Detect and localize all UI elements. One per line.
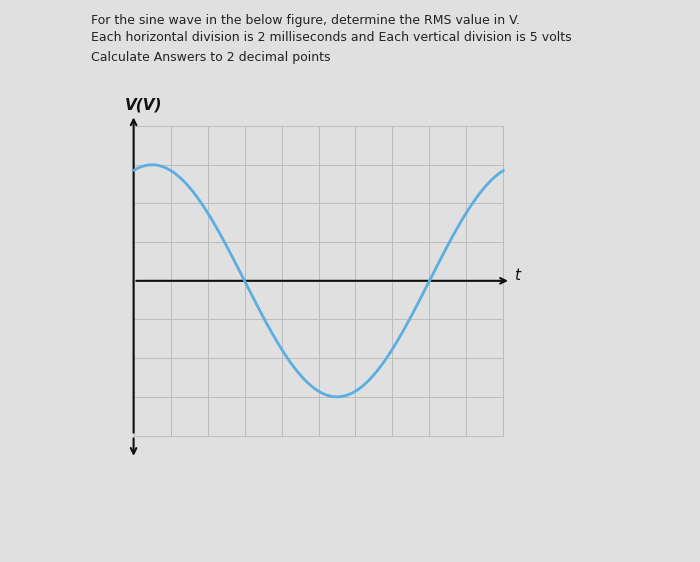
Text: V(V): V(V) [125,98,162,112]
Text: Each horizontal division is 2 milliseconds and Each vertical division is 5 volts: Each horizontal division is 2 millisecon… [91,31,572,44]
Text: For the sine wave in the below figure, determine the RMS value in V.: For the sine wave in the below figure, d… [91,14,520,27]
Text: Calculate Answers to 2 decimal points: Calculate Answers to 2 decimal points [91,51,330,64]
Text: t: t [514,268,520,283]
